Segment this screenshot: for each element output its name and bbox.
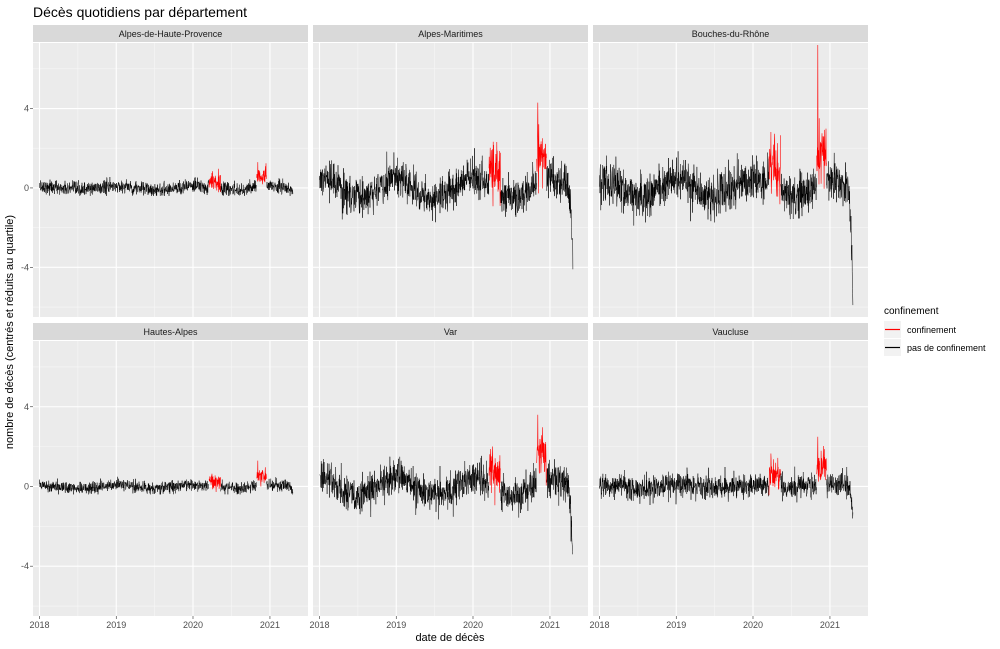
facet-label-hautes-alpes: Hautes-Alpes [143,327,198,337]
facet-panels: Alpes-de-Haute-Provence -4 0 4 Alpes-Maritim… [21,25,868,630]
legend: confinement confinement pas de confineme… [884,306,986,356]
x-tick-label: 2018 [590,620,610,630]
series-line-confinement [488,102,547,207]
y-tick-label: -4 [21,262,29,272]
facet-panel-alpes-maritimes: Alpes-Maritimes [313,25,588,317]
x-tick-label: 2020 [463,620,483,630]
facet-label-var: Var [444,327,457,337]
facet-strip-alpes-de-haute-provence [33,25,308,42]
x-tick-label: 2018 [30,620,50,630]
series-line-pas-de-confinement [39,176,294,196]
x-tick-label: 2020 [183,620,203,630]
x-tick-label: 2021 [260,620,280,630]
facet-strip-alpes-maritimes [313,25,588,42]
legend-key-confinement [884,321,901,338]
plot-area [33,341,308,616]
facet-strip-bouches-du-rhone [593,25,868,42]
series-line-pas-de-confinement [599,466,854,519]
y-tick-label: 0 [24,481,29,491]
y-tick-label: 4 [24,402,29,412]
x-tick-label: 2020 [743,620,763,630]
x-tick-label: 2021 [820,620,840,630]
facet-panel-hautes-alpes: Hautes-Alpes -4 0 4 2018 2019 2020 2021 [21,323,308,630]
x-tick-label: 2019 [666,620,686,630]
facet-strip-var [313,323,588,340]
facet-strip-hautes-alpes [33,323,308,340]
series-line-pas-de-confinement [599,151,854,306]
series-line-pas-de-confinement [319,455,573,555]
facet-label-alpes-de-haute-provence: Alpes-de-Haute-Provence [119,29,223,39]
x-axis-label: date de décès [415,632,485,644]
plot-area [33,43,308,317]
series-line-confinement [208,162,267,193]
x-tick-label: 2021 [540,620,560,630]
series-line-confinement [768,44,827,205]
x-tick-label: 2019 [386,620,406,630]
plot-area [593,341,868,616]
facet-panel-alpes-de-haute-provence: Alpes-de-Haute-Provence -4 0 4 [21,25,308,317]
series-line-confinement [768,436,827,496]
x-tick-label: 2018 [310,620,330,630]
y-tick-label: 4 [24,104,29,114]
facet-label-bouches-du-rhone: Bouches-du-Rhône [692,29,770,39]
y-tick-label: -4 [21,561,29,571]
legend-label-pas-de-confinement: pas de confinement [907,343,986,353]
facet-label-alpes-maritimes: Alpes-Maritimes [418,29,483,39]
legend-title: confinement [884,306,939,317]
x-tick-label: 2019 [106,620,126,630]
series-line-pas-de-confinement [39,476,294,495]
facet-panel-vaucluse: Vaucluse 2018 2019 2020 2021 [590,323,868,630]
facet-strip-vaucluse [593,323,868,340]
chart-title: Décès quotidiens par département [33,4,247,20]
series-line-pas-de-confinement [319,148,574,270]
series-line-confinement [208,460,267,493]
facet-panel-var: Var 2018 2019 2020 2021 [310,323,588,630]
facet-panel-bouches-du-rhone: Bouches-du-Rhône [593,25,868,317]
legend-label-confinement: confinement [907,325,957,335]
facet-label-vaucluse: Vaucluse [712,327,748,337]
y-tick-label: 0 [24,183,29,193]
legend-key-pas-de-confinement [884,339,901,356]
series-line-confinement [488,414,547,506]
y-axis-label: nombre de décès (centrés et réduits au q… [4,215,16,449]
